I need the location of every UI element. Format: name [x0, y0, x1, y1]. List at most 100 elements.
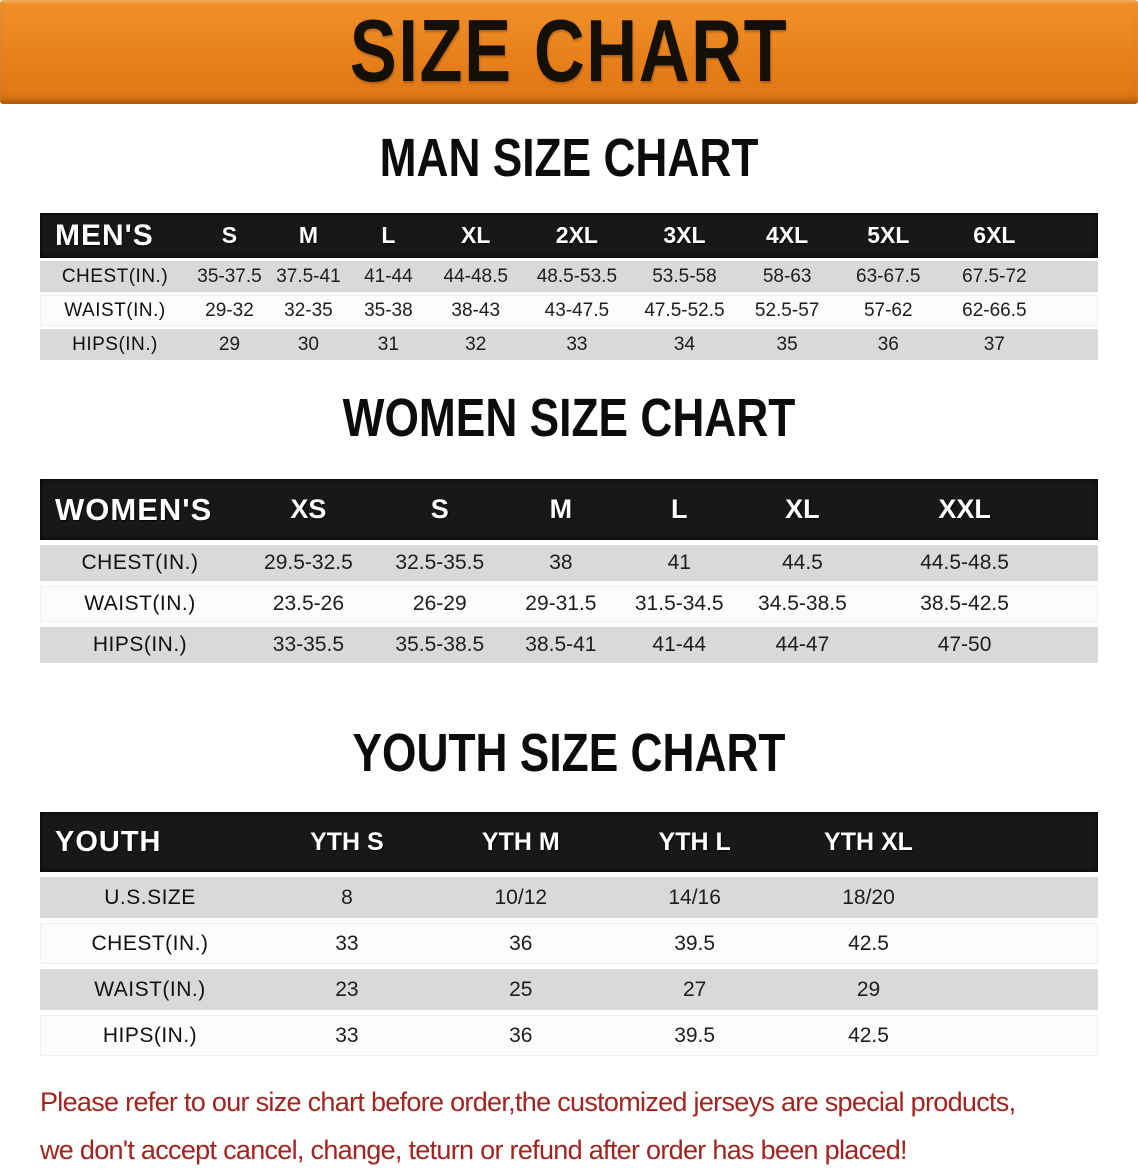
size-value-cell: 39.5	[674, 1023, 716, 1047]
size-value-cell: 36	[877, 333, 899, 355]
size-column-header: L	[671, 494, 688, 524]
disclaimer-line-2: we don't accept cancel, change, teturn o…	[40, 1135, 908, 1165]
women-section-heading: WOMEN SIZE CHART	[0, 390, 1138, 457]
size-column-header: L	[381, 222, 396, 248]
size-value-cell: 23	[335, 977, 359, 1001]
table-data-row: WAIST(IN.) 23.5-26 26-29 29-31.5 31.5-34.5 34…	[40, 586, 1098, 622]
size-value-cell: 37.5-41	[276, 265, 341, 287]
size-value-cell: 57-62	[863, 299, 913, 321]
size-value-cell: 33	[335, 931, 359, 955]
disclaimer: Please refer to our size chart before or…	[40, 1078, 1138, 1174]
size-value-cell: 42.5	[848, 931, 889, 955]
size-value-cell: 14/16	[668, 885, 721, 909]
size-column-header: 6XL	[973, 222, 1016, 248]
size-value-cell: 29	[856, 977, 881, 1001]
row-label: HIPS(IN.)	[102, 1023, 198, 1047]
youth-size-table: YOUTH YTH S YTH M YTH L YTH XL U.S.SIZE 8 10/12…	[40, 812, 1098, 1056]
size-value-cell: 35-38	[364, 299, 413, 321]
table-data-row: WAIST(IN.) 29-32 32-35 35-38 38-43 43-47.5 47.…	[40, 295, 1098, 326]
size-value-cell: 63-67.5	[856, 265, 921, 287]
size-value-cell: 47.5-52.5	[644, 299, 725, 321]
size-value-cell: 44-47	[775, 633, 830, 656]
size-value-cell: 67.5-72	[962, 265, 1027, 287]
banner-title: SIZE CHART	[349, 0, 789, 100]
size-column-header: XL	[785, 494, 820, 524]
women-size-table: WOMEN'S XS S M L XL XXL CHEST(IN.) 29.5-32.5 32.5…	[40, 479, 1098, 663]
table-title-cell: YOUTH	[55, 825, 162, 858]
size-column-header: 4XL	[766, 222, 809, 248]
size-value-cell: 31	[377, 333, 399, 355]
table-data-row: CHEST(IN.) 33 36 39.5 42.5	[40, 923, 1098, 964]
disclaimer-line-1: Please refer to our size chart before or…	[40, 1087, 1016, 1117]
size-column-header: M	[549, 494, 573, 524]
size-column-header: YTH M	[481, 827, 560, 856]
table-header-row: WOMEN'S XS S M L XL XXL	[40, 479, 1098, 540]
size-value-cell: 62-66.5	[962, 299, 1027, 321]
size-value-cell: 38	[549, 551, 573, 574]
size-value-cell: 37	[983, 333, 1005, 355]
size-value-cell: 35	[776, 333, 798, 355]
table-data-row: U.S.SIZE 8 10/12 14/16 18/20	[40, 877, 1098, 918]
size-value-cell: 35.5-38.5	[395, 633, 485, 656]
size-value-cell: 27	[682, 977, 707, 1001]
youth-section-heading-text: YOUTH SIZE CHART	[352, 723, 786, 783]
row-label: CHEST(IN.)	[61, 265, 169, 287]
size-value-cell: 44-48.5	[443, 265, 508, 287]
size-value-cell: 29-32	[205, 299, 254, 321]
size-value-cell: 30	[297, 333, 319, 355]
table-data-row: CHEST(IN.) 29.5-32.5 32.5-35.5 38 41 44.5 44.5…	[40, 545, 1098, 581]
size-column-header: M	[298, 222, 319, 248]
row-label: U.S.SIZE	[104, 885, 196, 909]
table-data-row: CHEST(IN.) 35-37.5 37.5-41 41-44 44-48.5 48.5…	[40, 261, 1098, 292]
size-column-header: S	[430, 494, 449, 524]
size-column-header: XL	[461, 222, 491, 248]
size-column-header: YTH S	[310, 827, 384, 856]
size-value-cell: 26-29	[412, 592, 467, 615]
size-value-cell: 31.5-34.5	[634, 592, 724, 615]
size-value-cell: 32-35	[284, 299, 333, 321]
youth-section-heading: YOUTH SIZE CHART	[0, 725, 1138, 792]
size-value-cell: 32	[465, 333, 487, 355]
size-value-cell: 44.5-48.5	[920, 551, 1009, 574]
size-column-header: 3XL	[663, 222, 706, 248]
women-section-heading-text: WOMEN SIZE CHART	[342, 388, 796, 448]
size-value-cell: 32.5-35.5	[395, 551, 485, 574]
row-label: HIPS(IN.)	[92, 633, 188, 656]
section-men: MAN SIZE CHART MEN'S S M L XL 2XL 3XL 4XL 5XL 6XL…	[0, 130, 1138, 360]
men-section-heading-text: MAN SIZE CHART	[379, 128, 759, 188]
size-value-cell: 41-44	[652, 633, 707, 656]
size-column-header: XXL	[938, 494, 991, 524]
size-value-cell: 34.5-38.5	[758, 592, 847, 615]
size-value-cell: 48.5-53.5	[536, 265, 618, 287]
row-label: CHEST(IN.)	[81, 551, 199, 574]
size-value-cell: 33	[566, 333, 588, 355]
table-data-row: HIPS(IN.) 29 30 31 32 33 34 35 36 37	[40, 329, 1098, 360]
section-youth: YOUTH SIZE CHART YOUTH YTH S YTH M YTH L YTH…	[0, 725, 1138, 1056]
size-value-cell: 36	[509, 1023, 533, 1047]
row-label: WAIST(IN.)	[94, 977, 206, 1001]
row-label: WAIST(IN.)	[64, 299, 166, 321]
size-column-header: YTH XL	[824, 827, 913, 856]
size-column-header: XS	[290, 494, 327, 524]
size-value-cell: 25	[509, 977, 533, 1001]
men-size-table: MEN'S S M L XL 2XL 3XL 4XL 5XL 6XL CHEST(IN.) 35-37…	[40, 213, 1098, 360]
men-section-heading: MAN SIZE CHART	[0, 130, 1138, 197]
table-title-cell: MEN'S	[55, 218, 154, 252]
size-value-cell: 35-37.5	[197, 265, 262, 287]
table-data-row: HIPS(IN.) 33-35.5 35.5-38.5 38.5-41 41-44 44-…	[40, 627, 1098, 663]
size-value-cell: 42.5	[848, 1023, 889, 1047]
table-data-row: WAIST(IN.) 23 25 27 29	[40, 969, 1098, 1010]
size-value-cell: 38.5-42.5	[920, 592, 1009, 615]
size-value-cell: 23.5-26	[272, 592, 345, 615]
table-data-row: HIPS(IN.) 33 36 39.5 42.5	[40, 1015, 1098, 1056]
size-value-cell: 41-44	[364, 265, 413, 287]
size-value-cell: 47-50	[937, 633, 992, 656]
size-value-cell: 43-47.5	[544, 299, 610, 321]
size-value-cell: 38-43	[451, 299, 501, 321]
row-label: CHEST(IN.)	[91, 931, 209, 955]
size-value-cell: 29-31.5	[525, 592, 597, 615]
size-value-cell: 18/20	[842, 885, 895, 909]
row-label: WAIST(IN.)	[84, 592, 196, 615]
size-column-header: YTH L	[658, 827, 731, 856]
size-column-header: 5XL	[867, 222, 910, 248]
